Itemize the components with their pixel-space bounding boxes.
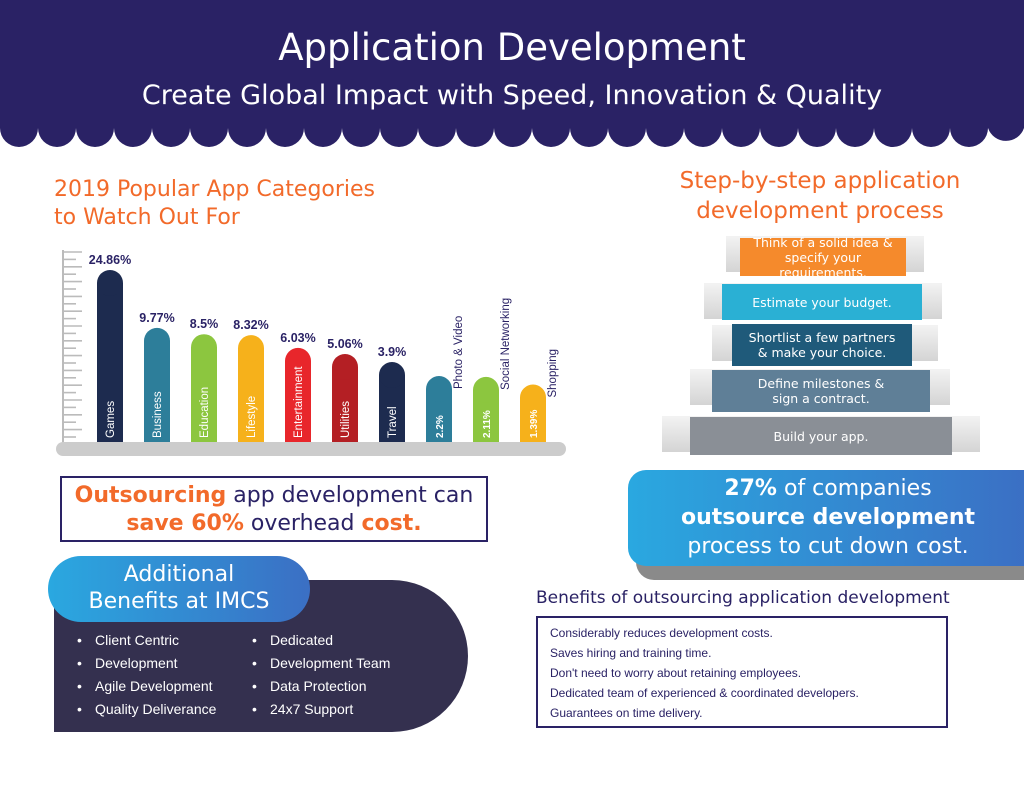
value-label: 2.11% <box>482 410 493 438</box>
list-item: Guarantees on time delivery. <box>550 706 703 720</box>
bar-cap <box>144 327 170 354</box>
category-label: Social Networking <box>500 298 512 390</box>
bar-cap <box>473 376 499 403</box>
savings-pct: save 60% <box>126 511 244 536</box>
category-label: Business <box>152 391 164 438</box>
value-label: 2.2% <box>435 415 446 438</box>
list-item: Don't need to worry about retaining empl… <box>550 666 802 680</box>
step-3: Shortlist a few partners & make your choi… <box>732 324 912 366</box>
stat-line1: of companies <box>776 476 932 501</box>
list-item: Considerably reduces development costs. <box>550 626 773 640</box>
stat-box: 27% of companies outsource development p… <box>628 470 1024 566</box>
category-label: Photo & Video <box>453 316 465 389</box>
category-label: Shopping <box>547 349 559 398</box>
outsourcing-text: app development can <box>226 483 474 508</box>
bar-games <box>97 283 123 442</box>
value-label: 9.77% <box>139 311 174 325</box>
overhead-text: overhead <box>243 511 362 536</box>
bar-cap <box>285 347 311 374</box>
category-label: Travel <box>387 406 399 438</box>
step-2: Estimate your budget. <box>722 284 922 320</box>
step-5: Build your app. <box>690 417 952 455</box>
chart-baseline <box>56 442 566 456</box>
step-4: Define milestones & sign a contract. <box>712 370 930 412</box>
steps-title-line2: development process <box>696 198 944 224</box>
list-item: Dedicated team of experienced & coordina… <box>550 686 859 700</box>
outsourcing-word: Outsourcing <box>74 483 227 508</box>
steps-title-line1: Step-by-step application <box>679 168 961 194</box>
value-label: 8.32% <box>233 318 268 332</box>
bar-cap <box>238 335 264 362</box>
value-label: 5.06% <box>327 337 362 351</box>
step-1: Think of a solid idea & specify your requ… <box>740 234 906 280</box>
step-1-line1: Think of a solid idea & <box>753 234 893 250</box>
value-label: 8.5% <box>190 317 219 331</box>
value-label: 24.86% <box>89 253 131 267</box>
benefits-title: Additional Benefits at IMCS <box>48 556 310 622</box>
value-label: 3.9% <box>378 345 407 359</box>
category-label: Entertainment <box>293 366 305 438</box>
bar-cap <box>520 384 546 411</box>
chart-title: 2019 Popular App Categories to Watch Out… <box>54 176 375 232</box>
benefit-item: Dedicated <box>252 632 333 648</box>
outsourcing-benefits-list: Considerably reduces development costs. … <box>536 616 948 728</box>
chart-title-line2: to Watch Out For <box>54 205 240 230</box>
chart-title-line1: 2019 Popular App Categories <box>54 177 376 202</box>
page-title: Application Development <box>278 26 746 69</box>
step-3-line2: & make your choice. <box>757 345 887 360</box>
bar-cap <box>191 334 217 361</box>
stat-line2: outsource development <box>681 505 975 530</box>
header-background <box>0 0 1024 147</box>
bar-lifestyle <box>238 348 264 442</box>
benefit-item: 24x7 Support <box>252 701 353 717</box>
step-4-line1: Define milestones & <box>757 376 885 391</box>
bar-education <box>191 347 217 442</box>
benefits-title-line2: Benefits at IMCS <box>88 589 270 614</box>
app-categories-chart: 24.86% Games 9.77% Business 8.5% Education 8.3… <box>56 250 566 456</box>
category-label: Utilities <box>340 401 352 438</box>
benefit-item: Development <box>77 655 177 671</box>
category-label: Games <box>105 401 117 438</box>
benefits-title-line1: Additional <box>123 562 235 587</box>
steps-title: Step-by-step application development pro… <box>640 166 1000 226</box>
value-label: 6.03% <box>280 331 315 345</box>
category-label: Education <box>199 387 211 438</box>
bar-business <box>144 340 170 442</box>
benefit-item: Data Protection <box>252 678 366 694</box>
bar-cap <box>426 376 452 403</box>
list-item: Saves hiring and training time. <box>550 646 712 660</box>
chart-ruler <box>62 250 82 446</box>
bar-entertainment <box>285 360 311 442</box>
step-5-line1: Build your app. <box>773 428 869 444</box>
benefit-item: Client Centric <box>77 632 179 648</box>
step-4-line2: sign a contract. <box>772 391 870 406</box>
header-banner: Application Development Create Global Im… <box>0 0 1024 148</box>
value-label: 1.39% <box>529 410 540 438</box>
outsourcing-savings-box: Outsourcing app development can save 60%… <box>60 476 488 542</box>
bar-cap <box>97 270 123 296</box>
step-1-line2: specify your requirements. <box>779 249 867 280</box>
bar-cap <box>379 362 405 389</box>
stat-line3: process to cut down cost. <box>687 534 969 559</box>
bar-cap <box>332 354 358 381</box>
benefit-item: Development Team <box>252 655 390 671</box>
step-3-line1: Shortlist a few partners <box>748 330 896 345</box>
step-2-line1: Estimate your budget. <box>752 294 892 310</box>
stat-pct: 27% <box>724 476 777 501</box>
cost-word: cost. <box>361 511 422 536</box>
benefit-item: Quality Deliverance <box>77 701 216 717</box>
benefit-item: Agile Development <box>77 678 212 694</box>
outsourcing-benefits-title: Benefits of outsourcing application deve… <box>536 588 950 608</box>
category-label: Lifestyle <box>246 396 258 438</box>
page-subtitle: Create Global Impact with Speed, Innovat… <box>141 80 883 111</box>
